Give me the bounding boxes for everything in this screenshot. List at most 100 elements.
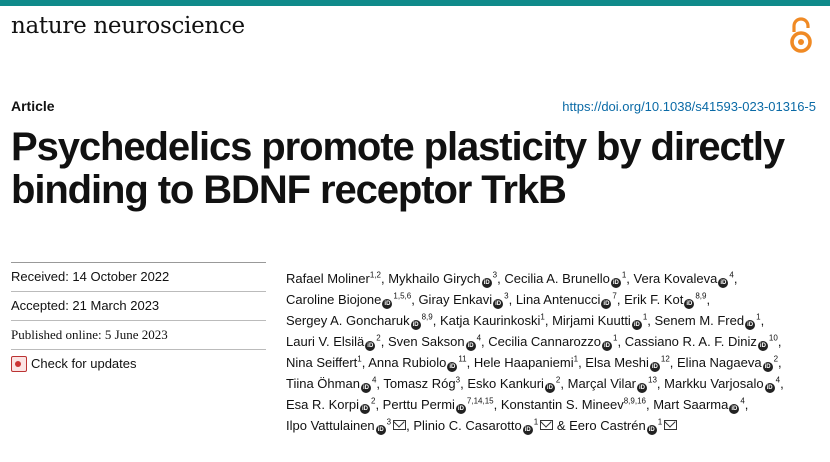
author-item[interactable]: Sergey A. Goncharuk iD8,9 bbox=[286, 313, 433, 330]
author-item[interactable]: Tiina Öhman iD4 bbox=[286, 376, 376, 393]
orcid-icon[interactable]: iD bbox=[447, 362, 458, 372]
author-name[interactable]: Vera Kovaleva bbox=[633, 271, 718, 286]
author-item[interactable]: Anna Rubiolo iD11 bbox=[368, 355, 467, 372]
email-icon[interactable] bbox=[540, 420, 554, 430]
author-name[interactable]: Katja Kaurinkoski bbox=[439, 313, 541, 328]
check-for-updates-button[interactable]: Check for updates bbox=[11, 350, 266, 378]
orcid-icon[interactable]: iD bbox=[359, 404, 370, 414]
orcid-icon[interactable]: iD bbox=[522, 425, 533, 435]
orcid-icon[interactable]: iD bbox=[365, 341, 376, 351]
author-name[interactable]: Tiina Öhman bbox=[286, 376, 360, 391]
author-item[interactable]: Mykhailo Girych iD3 bbox=[388, 271, 497, 288]
author-item[interactable]: Esko Kankuri iD2 bbox=[467, 376, 560, 393]
author-name[interactable]: Cecilia A. Brunello bbox=[504, 271, 610, 286]
author-item[interactable]: Katja Kaurinkoski1 bbox=[440, 313, 545, 328]
author-item[interactable]: Konstantin S. Mineev8,9,16 bbox=[501, 397, 646, 412]
author-name[interactable]: Senem M. Fred bbox=[654, 313, 745, 328]
author-item[interactable]: Esa R. Korpi iD2 bbox=[286, 397, 375, 414]
author-name[interactable]: Lauri V. Elsilä bbox=[286, 334, 365, 349]
author-item[interactable]: Sven Sakson iD4 bbox=[387, 334, 481, 351]
orcid-icon[interactable]: iD bbox=[646, 425, 657, 435]
author-name[interactable]: Marçal Vilar bbox=[567, 376, 636, 391]
author-item[interactable]: Marçal Vilar iD13 bbox=[567, 376, 657, 393]
author-item[interactable]: Rafael Moliner1,2 bbox=[286, 271, 381, 286]
author-name[interactable]: Plinio C. Casarotto bbox=[413, 418, 522, 433]
author-item[interactable]: Giray Enkavi iD3 bbox=[418, 292, 509, 309]
author-name[interactable]: Esko Kankuri bbox=[467, 376, 544, 391]
author-name[interactable]: Markku Varjosalo bbox=[664, 376, 764, 391]
author-item[interactable]: Mart Saarma iD4 bbox=[653, 397, 745, 414]
author-name[interactable]: Mart Saarma bbox=[653, 397, 729, 412]
author-item[interactable]: Perttu Permi iD7,14,15 bbox=[382, 397, 494, 414]
orcid-icon[interactable]: iD bbox=[684, 299, 695, 309]
author-item[interactable]: Markku Varjosalo iD4 bbox=[664, 376, 780, 393]
author-name[interactable]: Tomasz Róg bbox=[383, 376, 456, 391]
author-name[interactable]: Anna Rubiolo bbox=[368, 355, 447, 370]
orcid-icon[interactable]: iD bbox=[631, 320, 642, 330]
open-access-icon[interactable] bbox=[788, 16, 814, 54]
orcid-icon[interactable]: iD bbox=[360, 383, 371, 393]
orcid-icon[interactable]: iD bbox=[745, 320, 756, 330]
author-item[interactable]: Hele Haapaniemi1 bbox=[474, 355, 578, 370]
orcid-icon[interactable]: iD bbox=[455, 404, 466, 414]
journal-name[interactable]: nature neuroscience bbox=[11, 13, 245, 39]
author-name[interactable]: Elina Nagaeva bbox=[677, 355, 762, 370]
orcid-icon[interactable]: iD bbox=[410, 320, 421, 330]
orcid-icon[interactable]: iD bbox=[544, 383, 555, 393]
author-item[interactable]: Lauri V. Elsilä iD2 bbox=[286, 334, 381, 351]
author-name[interactable]: Konstantin S. Mineev bbox=[500, 397, 624, 412]
author-item[interactable]: & Eero Castrén iD1 bbox=[557, 418, 678, 435]
orcid-icon[interactable]: iD bbox=[729, 404, 740, 414]
orcid-icon[interactable]: iD bbox=[375, 425, 386, 435]
orcid-icon[interactable]: iD bbox=[649, 362, 660, 372]
author-name[interactable]: Ilpo Vattulainen bbox=[286, 418, 375, 433]
author-name[interactable]: Lina Antenucci bbox=[515, 292, 601, 307]
author-name[interactable]: Esa R. Korpi bbox=[286, 397, 359, 412]
author-item[interactable]: Nina Seiffert1 bbox=[286, 355, 362, 370]
author-item[interactable]: Ilpo Vattulainen iD3 bbox=[286, 418, 407, 435]
author-item[interactable]: Lina Antenucci iD7 bbox=[515, 292, 617, 309]
author-item[interactable]: Elina Nagaeva iD2 bbox=[677, 355, 778, 372]
author-item[interactable]: Tomasz Róg3 bbox=[383, 376, 460, 391]
author-name[interactable]: Cassiano R. A. F. Diniz bbox=[624, 334, 757, 349]
author-name[interactable]: Elsa Meshi bbox=[585, 355, 649, 370]
author-name[interactable]: Sergey A. Goncharuk bbox=[286, 313, 410, 328]
orcid-icon[interactable]: iD bbox=[610, 278, 621, 288]
orcid-icon[interactable]: iD bbox=[637, 383, 647, 393]
author-name[interactable]: Hele Haapaniemi bbox=[473, 355, 574, 370]
doi-link[interactable]: https://doi.org/10.1038/s41593-023-01316… bbox=[562, 99, 816, 114]
orcid-icon[interactable]: iD bbox=[764, 383, 775, 393]
orcid-icon[interactable]: iD bbox=[602, 341, 613, 351]
author-item[interactable]: Caroline Biojone iD1,5,6 bbox=[286, 292, 411, 309]
author-name[interactable]: Giray Enkavi bbox=[418, 292, 493, 307]
author-name[interactable]: Mykhailo Girych bbox=[388, 271, 481, 286]
orcid-icon[interactable]: iD bbox=[493, 299, 504, 309]
author-name[interactable]: Nina Seiffert bbox=[286, 355, 358, 370]
orcid-icon[interactable]: iD bbox=[481, 278, 492, 288]
author-name[interactable]: Caroline Biojone bbox=[286, 292, 382, 307]
orcid-icon[interactable]: iD bbox=[382, 299, 393, 309]
author-name[interactable]: Rafael Moliner bbox=[286, 271, 370, 286]
author-name[interactable]: Sven Sakson bbox=[387, 334, 465, 349]
author-item[interactable]: Cecilia A. Brunello iD1 bbox=[504, 271, 626, 288]
author-name[interactable]: Cecilia Cannarozzo bbox=[488, 334, 602, 349]
author-item[interactable]: Cassiano R. A. F. Diniz iD10 bbox=[624, 334, 778, 351]
orcid-icon[interactable]: iD bbox=[465, 341, 476, 351]
author-name[interactable]: Perttu Permi bbox=[382, 397, 455, 412]
orcid-icon[interactable]: iD bbox=[757, 341, 768, 351]
author-name[interactable]: Erik F. Kot bbox=[624, 292, 684, 307]
author-item[interactable]: Erik F. Kot iD8,9 bbox=[624, 292, 706, 309]
email-icon[interactable] bbox=[393, 420, 407, 430]
author-name[interactable]: Mirjami Kuutti bbox=[552, 313, 631, 328]
author-item[interactable]: Cecilia Cannarozzo iD1 bbox=[488, 334, 617, 351]
orcid-icon[interactable]: iD bbox=[762, 362, 773, 372]
orcid-icon[interactable]: iD bbox=[718, 278, 729, 288]
author-name[interactable]: Eero Castrén bbox=[569, 418, 646, 433]
email-icon[interactable] bbox=[664, 420, 678, 430]
author-item[interactable]: Senem M. Fred iD1 bbox=[654, 313, 761, 330]
orcid-icon[interactable]: iD bbox=[601, 299, 612, 309]
author-item[interactable]: Mirjami Kuutti iD1 bbox=[552, 313, 647, 330]
author-item[interactable]: Plinio C. Casarotto iD1 bbox=[413, 418, 554, 435]
author-item[interactable]: Elsa Meshi iD12 bbox=[585, 355, 670, 372]
author-item[interactable]: Vera Kovaleva iD4 bbox=[633, 271, 734, 288]
